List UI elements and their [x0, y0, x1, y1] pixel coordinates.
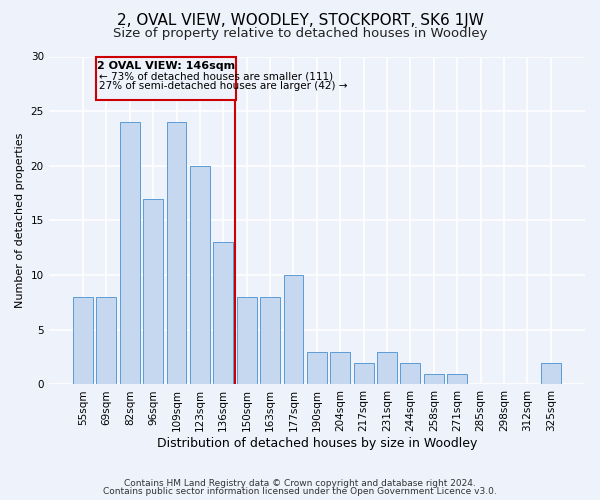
Bar	[330, 352, 350, 384]
Text: 2, OVAL VIEW, WOODLEY, STOCKPORT, SK6 1JW: 2, OVAL VIEW, WOODLEY, STOCKPORT, SK6 1J…	[116, 12, 484, 28]
Text: 2 OVAL VIEW: 146sqm: 2 OVAL VIEW: 146sqm	[97, 62, 235, 72]
Bar	[284, 275, 304, 384]
Bar	[377, 352, 397, 384]
Text: 27% of semi-detached houses are larger (42) →: 27% of semi-detached houses are larger (…	[100, 81, 348, 91]
Bar	[143, 198, 163, 384]
Bar	[97, 297, 116, 384]
Text: Contains public sector information licensed under the Open Government Licence v3: Contains public sector information licen…	[103, 487, 497, 496]
Bar	[400, 362, 421, 384]
Bar	[190, 166, 210, 384]
Bar	[447, 374, 467, 384]
Bar	[353, 362, 374, 384]
FancyBboxPatch shape	[96, 56, 236, 100]
Bar	[237, 297, 257, 384]
Text: Size of property relative to detached houses in Woodley: Size of property relative to detached ho…	[113, 28, 487, 40]
Bar	[260, 297, 280, 384]
Bar	[307, 352, 327, 384]
Bar	[541, 362, 560, 384]
X-axis label: Distribution of detached houses by size in Woodley: Distribution of detached houses by size …	[157, 437, 477, 450]
Text: Contains HM Land Registry data © Crown copyright and database right 2024.: Contains HM Land Registry data © Crown c…	[124, 478, 476, 488]
Y-axis label: Number of detached properties: Number of detached properties	[15, 133, 25, 308]
Bar	[73, 297, 93, 384]
Bar	[167, 122, 187, 384]
Bar	[214, 242, 233, 384]
Text: ← 73% of detached houses are smaller (111): ← 73% of detached houses are smaller (11…	[100, 72, 334, 82]
Bar	[120, 122, 140, 384]
Bar	[424, 374, 443, 384]
